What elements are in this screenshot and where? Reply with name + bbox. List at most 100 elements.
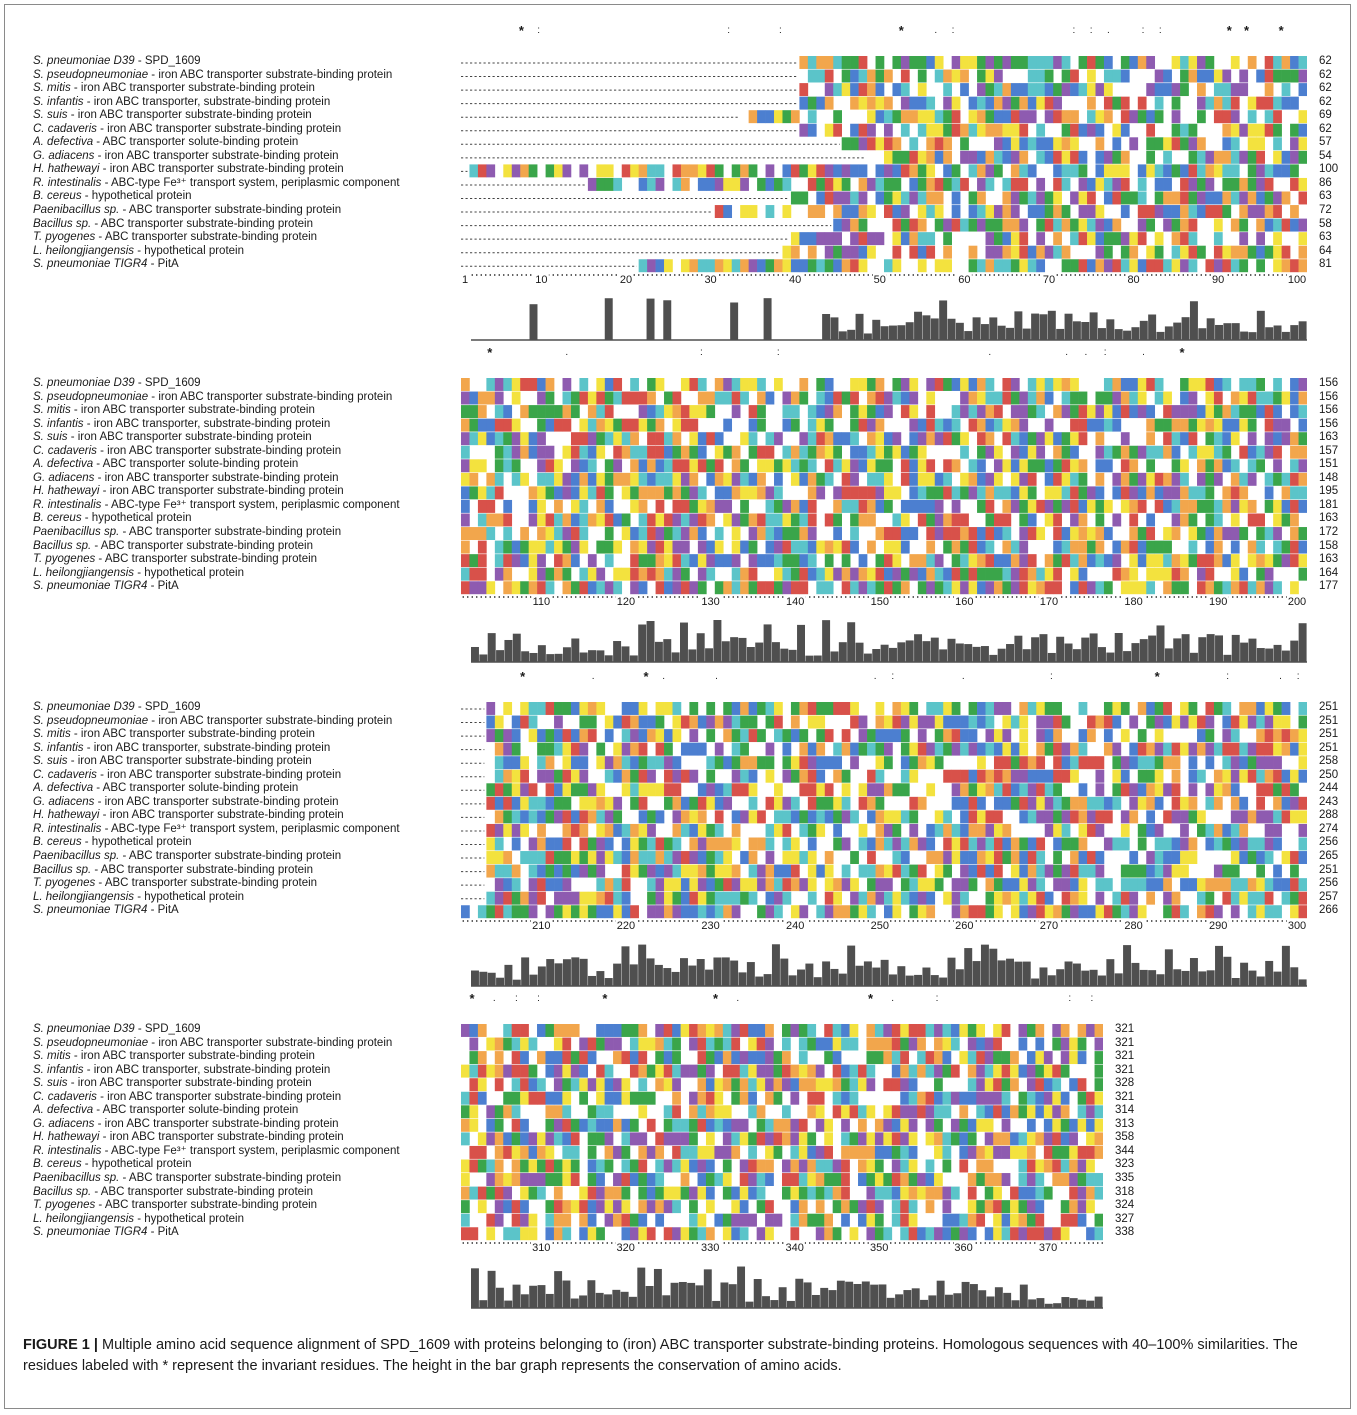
conservation-bar (920, 1299, 928, 1308)
residue-block (579, 1091, 589, 1105)
residue-block (841, 1173, 850, 1186)
residue-block (884, 540, 893, 554)
residue-block (1120, 391, 1130, 405)
residue-block (884, 445, 893, 459)
conservation-bar (703, 1269, 712, 1308)
residue-block (1273, 810, 1282, 824)
residue-block (985, 259, 995, 273)
residue-block (1180, 56, 1189, 69)
residue-block (528, 878, 538, 892)
residue-block (570, 527, 580, 540)
conservation-bar (1181, 634, 1190, 662)
residue-block (1002, 554, 1012, 568)
ruler-tick: 40 (788, 273, 803, 286)
residue-block (867, 123, 876, 137)
residue-block (1036, 742, 1046, 756)
residue-block (799, 783, 809, 797)
residue-block (1264, 567, 1274, 581)
residue-block (1222, 259, 1232, 273)
residue-block (1256, 164, 1265, 178)
residue-block (1018, 1227, 1028, 1241)
end-position: 314 (1115, 1104, 1135, 1117)
residue-block (1019, 110, 1029, 124)
residue-block (757, 486, 766, 500)
residue-block (697, 527, 707, 540)
residue-block (705, 1024, 715, 1037)
residue-block (494, 905, 504, 919)
residue-block (1010, 405, 1020, 419)
residue-block (875, 56, 885, 69)
residue-block (1213, 513, 1223, 527)
residue-block (537, 391, 546, 405)
residue-block (537, 810, 546, 824)
residue-block (1019, 191, 1029, 205)
residue-block (1036, 783, 1046, 797)
residue-block (554, 567, 563, 581)
residue-block (664, 837, 673, 851)
residue-block (1213, 83, 1223, 97)
residue-block (1290, 581, 1299, 595)
residue-block (934, 554, 944, 568)
residue-block (1120, 702, 1130, 715)
residue-block (545, 851, 555, 864)
residue-block (689, 1200, 698, 1214)
residue-block (968, 245, 978, 259)
residue-block (867, 513, 876, 527)
residue-block (782, 581, 792, 595)
residue-block (1264, 837, 1274, 851)
residue-block (714, 459, 724, 473)
residue-block (1002, 391, 1012, 405)
ruler-tick: 250 (869, 919, 890, 932)
residue-block (985, 851, 995, 864)
residue-block (883, 1051, 893, 1065)
residue-block (1247, 164, 1257, 178)
residue-block (1154, 445, 1164, 459)
species-name: S. infantis - iron ABC transporter, subs… (33, 417, 331, 430)
conservation-bar (947, 638, 956, 662)
residue-block (1095, 150, 1105, 164)
residue-block (1086, 1173, 1095, 1186)
residue-block (520, 783, 529, 797)
residue-block (993, 1078, 1002, 1092)
conservation-mark: * (469, 991, 475, 1006)
residue-block (680, 905, 690, 919)
residue-block (1290, 69, 1299, 83)
residue-block (672, 164, 682, 178)
species-name: S. pseudopneumoniae - iron ABC transport… (33, 390, 393, 403)
residue-block (909, 499, 919, 513)
residue-block (655, 527, 665, 540)
residue-block (740, 581, 749, 595)
residue-block (579, 378, 589, 391)
residue-block (537, 756, 546, 770)
residue-block (664, 905, 673, 919)
residue-block (1019, 177, 1029, 191)
residue-block (587, 1173, 597, 1186)
residue-block (1002, 581, 1012, 595)
residue-block (943, 96, 952, 110)
conservation-bar (863, 961, 872, 986)
residue-block (1247, 499, 1257, 513)
conservation-bar (922, 641, 931, 662)
residue-block (570, 391, 580, 405)
residue-block (655, 837, 665, 851)
residue-block (655, 445, 665, 459)
residue-block (1035, 1186, 1045, 1200)
residue-block (824, 756, 834, 770)
residue-block (1180, 905, 1189, 919)
residue-block (833, 110, 842, 124)
conservation-bar (771, 642, 780, 662)
residue-block (1230, 391, 1240, 405)
residue-block (985, 540, 995, 554)
residue-block (799, 702, 809, 715)
residue-block (613, 905, 623, 919)
residue-block (917, 1024, 926, 1037)
conservation-bar (671, 652, 680, 662)
residue-block (554, 810, 563, 824)
residue-block (647, 486, 656, 500)
residue-block (740, 769, 749, 783)
residue-block (883, 1173, 893, 1186)
end-position: 62 (1319, 55, 1332, 67)
residue-block (960, 445, 969, 459)
residue-block (1027, 864, 1037, 878)
residue-block (884, 905, 893, 919)
